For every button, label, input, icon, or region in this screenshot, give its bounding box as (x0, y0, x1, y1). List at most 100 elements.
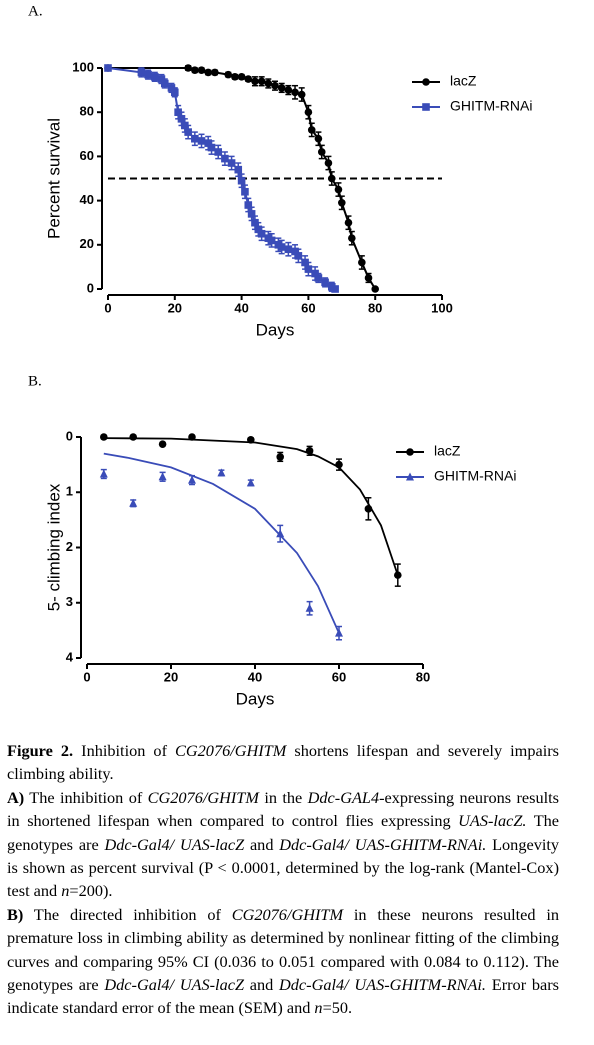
point (301, 258, 309, 267)
caption-text: Ddc-Gal4/ UAS-lacZ (104, 975, 245, 995)
point (364, 505, 373, 513)
caption-text: and (244, 834, 280, 854)
point (257, 77, 266, 86)
point (247, 210, 256, 218)
point (254, 225, 263, 234)
x-axis-label: Days (236, 689, 275, 708)
x-tick-label: 20 (164, 669, 178, 684)
point (177, 115, 186, 123)
x-tick-label: 40 (234, 300, 248, 315)
y-tick-label: 80 (80, 104, 94, 119)
point (214, 148, 223, 156)
point (197, 137, 206, 145)
x-tick-label: 80 (416, 669, 430, 684)
point (291, 88, 299, 97)
point (104, 64, 112, 72)
caption-label: Figure 2. (7, 741, 74, 760)
x-tick-label: 0 (83, 669, 90, 684)
point (241, 187, 249, 196)
point (311, 269, 319, 278)
point (364, 274, 373, 282)
point (358, 258, 366, 267)
point (99, 469, 108, 478)
point (157, 75, 166, 83)
point (244, 201, 253, 209)
point (191, 134, 199, 143)
y-tick-label: 0 (87, 280, 94, 295)
point (244, 75, 253, 83)
x-tick-label: 80 (368, 300, 382, 315)
x-tick-label: 60 (301, 300, 315, 315)
legend-label: GHITM-RNAi (434, 468, 516, 484)
point (204, 68, 212, 77)
caption-text: n (314, 998, 323, 1018)
point (271, 81, 279, 90)
point (324, 159, 333, 167)
point (158, 472, 167, 481)
caption-label: B) (7, 904, 24, 924)
point (171, 88, 179, 97)
point (277, 84, 286, 92)
caption-text: Inhibition of (73, 741, 176, 760)
y-tick-label: 0 (66, 428, 73, 443)
point (129, 433, 137, 441)
caption-text: and (244, 975, 280, 995)
y-tick-label: 100 (72, 59, 94, 74)
y-tick-label: 1 (66, 484, 73, 499)
point (294, 252, 303, 260)
point (204, 139, 212, 147)
point (137, 68, 146, 77)
caption-text: Ddc-Gal4/ UAS-lacZ (104, 834, 245, 854)
legend-label: GHITM-RNAi (450, 98, 532, 114)
caption: Figure 2. Inhibition of CG2076/GHITM sho… (7, 739, 559, 1020)
panel-label: B. (28, 373, 42, 389)
point (331, 285, 339, 293)
caption-text: CG2076/GHITM (175, 741, 287, 760)
point (211, 68, 219, 77)
y-axis-label: Percent survival (44, 118, 63, 239)
point (188, 475, 196, 484)
point (276, 453, 285, 461)
legend-marker (422, 78, 430, 86)
y-tick-label: 2 (66, 539, 73, 554)
point (237, 176, 246, 185)
point (277, 243, 286, 251)
caption-label: A) (7, 787, 25, 807)
point (100, 433, 108, 441)
point (246, 478, 255, 487)
caption-text: =50. (322, 998, 353, 1018)
fit-curve (103, 437, 399, 576)
caption-text: Ddc-Gal4/ UAS-GHITM-RNAi. (279, 975, 487, 995)
point (234, 165, 243, 174)
point (160, 79, 169, 88)
caption-text: Ddc-Gal4/ UAS-GHITM-RNAi. (279, 834, 487, 854)
point (150, 73, 159, 81)
point (307, 126, 316, 134)
point (334, 185, 343, 194)
y-axis-label: 5- climbing index (44, 483, 63, 611)
legend-marker (406, 448, 414, 456)
point (167, 84, 176, 92)
caption-text: Error bars indicate standard error of th… (7, 975, 559, 1018)
caption-text: The directed inhibition of (23, 904, 232, 924)
legend-label: lacZ (450, 73, 477, 89)
point (184, 128, 192, 136)
y-tick-label: 60 (80, 148, 94, 163)
point (344, 218, 353, 227)
point (348, 234, 356, 242)
point (184, 64, 192, 72)
point (394, 571, 402, 579)
fit-curve (103, 452, 340, 634)
point (335, 460, 343, 469)
point (304, 108, 313, 116)
point (174, 108, 182, 116)
point (257, 229, 266, 238)
caption-text: CG2076/GHITM (147, 787, 259, 807)
point (191, 66, 199, 75)
panel-label: A. (28, 3, 43, 19)
caption-paragraph: B) The directed inhibition of CG2076/GHI… (7, 903, 559, 1020)
caption-text: shortens lifespan and severely impairs c… (7, 741, 559, 784)
point (321, 278, 329, 287)
point (304, 265, 313, 273)
